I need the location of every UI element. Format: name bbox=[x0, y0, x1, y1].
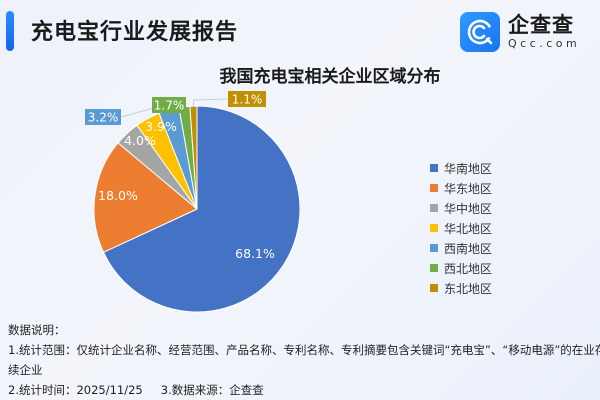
legend-item: 西北地区 bbox=[430, 258, 492, 278]
logo-name-cn: 企查查 bbox=[508, 13, 574, 37]
pie-slice bbox=[102, 105, 301, 313]
legend-swatch bbox=[430, 204, 438, 212]
value-label: 68.1% bbox=[235, 246, 275, 261]
qcc-logo-icon bbox=[460, 12, 500, 52]
notes-scope-cont: 续企业 bbox=[8, 363, 43, 377]
pie-slices bbox=[93, 105, 301, 313]
legend-swatch bbox=[430, 184, 438, 192]
title-accent-bar bbox=[6, 11, 14, 51]
legend-item: 华南地区 bbox=[430, 158, 492, 178]
chart-legend: 华南地区 华东地区 华中地区 华北地区 西南地区 西北地区 东北地区 bbox=[430, 158, 492, 298]
value-label: 3.9% bbox=[145, 119, 177, 134]
page-title: 充电宝行业发展报告 bbox=[31, 20, 239, 45]
legend-item: 华中地区 bbox=[430, 198, 492, 218]
value-label: 1.1% bbox=[232, 93, 263, 107]
notes-source: 3.数据来源：企查查 bbox=[160, 383, 264, 397]
legend-label: 华南地区 bbox=[444, 161, 493, 176]
pie-value-labels: 68.1% 18.0% 4.0%3.9% 3.2% 1.7% 1.1% bbox=[85, 91, 275, 261]
legend-swatch bbox=[430, 164, 438, 172]
qcc-logo: 企查查 Qcc.com bbox=[460, 12, 580, 52]
value-label: 1.7% bbox=[154, 99, 185, 113]
notes-scope: 1.统计范围：仅统计企业名称、经营范围、产品名称、专利名称、专利摘要包含关键词“… bbox=[8, 343, 600, 357]
value-label: 3.2% bbox=[88, 111, 119, 125]
notes-heading: 数据说明： bbox=[8, 323, 66, 337]
legend-swatch bbox=[430, 264, 438, 272]
legend-label: 华北地区 bbox=[444, 221, 493, 236]
value-label-box bbox=[228, 91, 266, 107]
value-label-box bbox=[85, 109, 121, 125]
legend-item: 华东地区 bbox=[430, 178, 492, 198]
value-label: 4.0% bbox=[124, 133, 156, 148]
legend-label: 华中地区 bbox=[444, 201, 493, 216]
legend-swatch bbox=[430, 244, 438, 252]
value-label: 18.0% bbox=[98, 188, 138, 203]
logo-name-en: Qcc.com bbox=[508, 37, 581, 50]
pie-slice bbox=[189, 105, 198, 210]
legend-item: 西南地区 bbox=[430, 238, 492, 258]
legend-label: 东北地区 bbox=[444, 281, 493, 296]
pie-slice bbox=[93, 142, 198, 253]
legend-item: 东北地区 bbox=[430, 278, 492, 298]
notes-time-source: 2.统计时间：2025/11/25 3.数据来源：企查查 bbox=[8, 380, 600, 400]
legend-swatch bbox=[430, 224, 438, 232]
data-notes: 数据说明： 1.统计范围：仅统计企业名称、经营范围、产品名称、专利名称、专利摘要… bbox=[8, 320, 600, 400]
value-label-box bbox=[152, 97, 186, 113]
legend-item: 华北地区 bbox=[430, 218, 492, 238]
legend-label: 华东地区 bbox=[444, 181, 493, 196]
chart-title: 我国充电宝相关企业区域分布 bbox=[219, 67, 441, 87]
legend-swatch bbox=[430, 284, 438, 292]
notes-time: 2.统计时间：2025/11/25 bbox=[8, 383, 143, 397]
legend-label: 西南地区 bbox=[444, 241, 493, 256]
legend-label: 西北地区 bbox=[444, 261, 493, 276]
